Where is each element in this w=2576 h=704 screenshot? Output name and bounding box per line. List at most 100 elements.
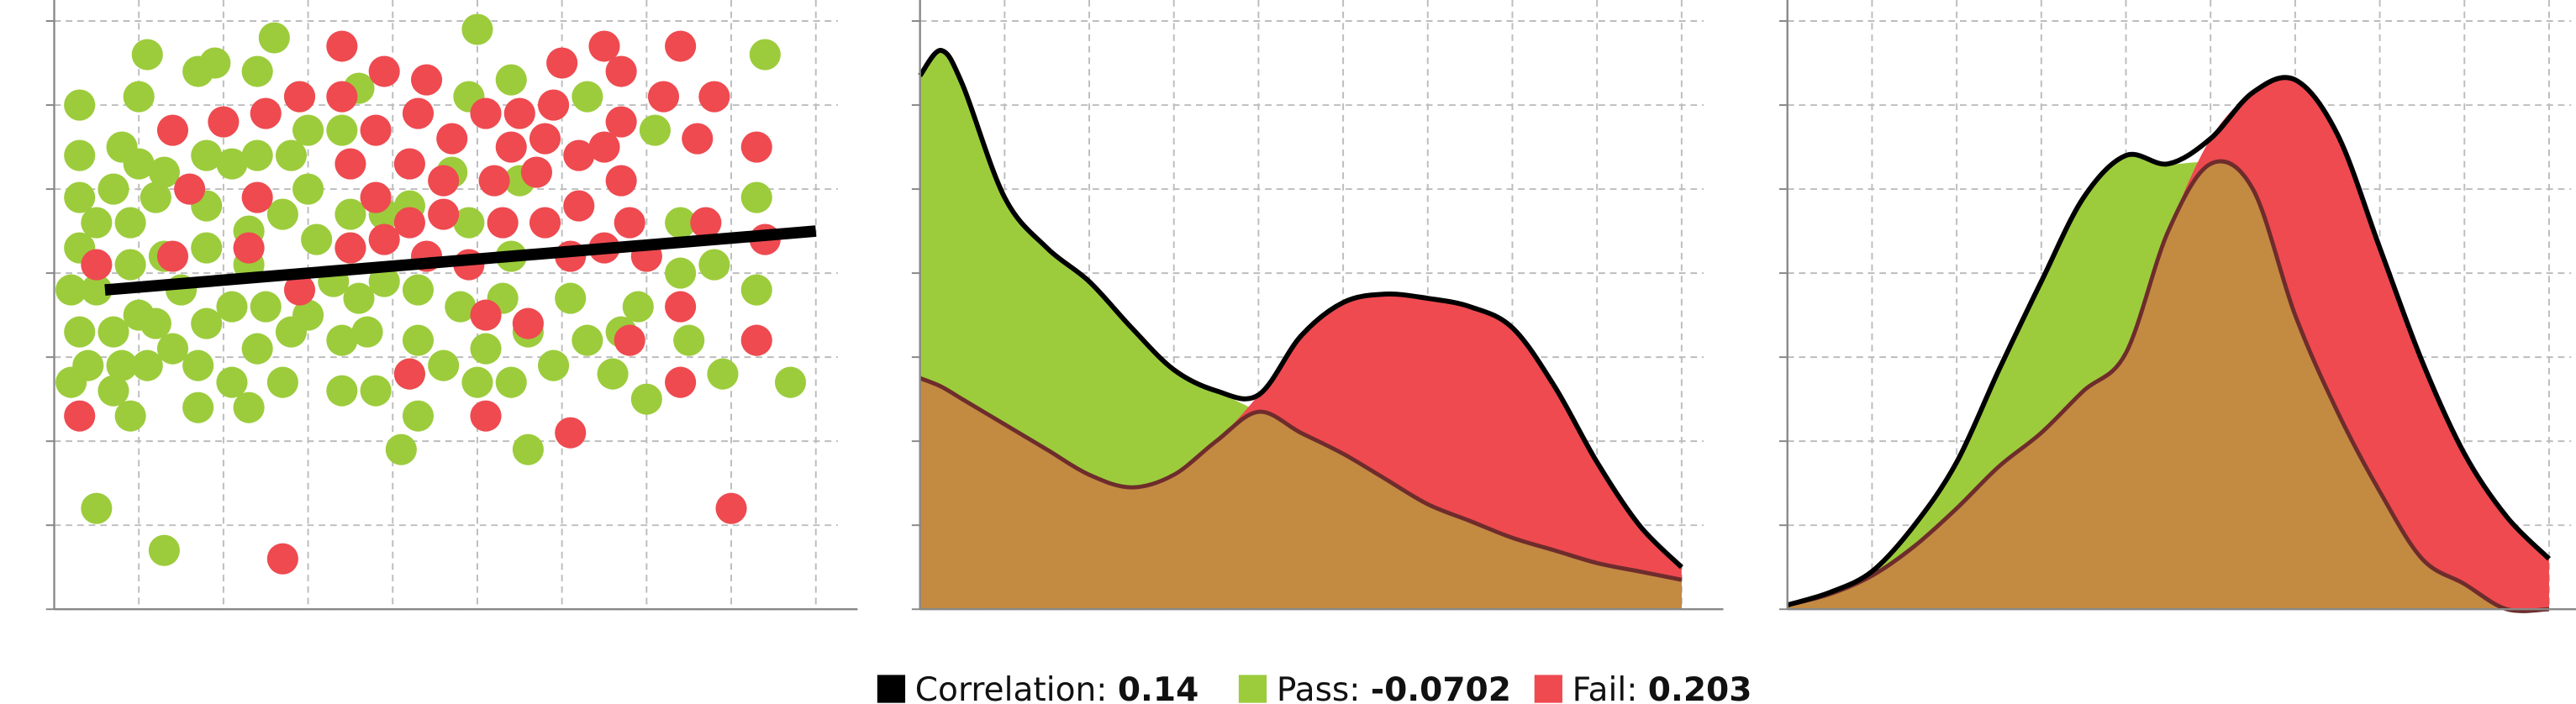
point [351,316,383,348]
point [335,232,366,264]
legend-swatch [877,675,906,703]
overlap-area [919,378,1682,610]
legend-swatch [1238,675,1267,703]
legend-swatch [1534,675,1562,703]
point [495,131,527,163]
point [572,324,603,356]
lower-outline [1787,159,2550,613]
point [665,30,697,62]
point [258,22,290,54]
point [140,181,171,213]
point [495,64,527,96]
point [428,198,460,230]
point [360,114,392,146]
point [698,249,730,281]
point [360,375,392,407]
point [55,274,87,306]
point [402,97,435,129]
point [326,30,358,62]
point [749,39,781,71]
point [368,265,400,297]
point [241,333,273,365]
point [266,198,298,230]
point [156,240,189,272]
point [774,366,807,398]
legend-label: Correlation: [915,670,1108,704]
point [335,198,366,230]
point [605,106,637,138]
point [114,207,146,239]
point [368,223,400,255]
point [81,207,113,239]
point [140,307,171,339]
point [393,148,425,180]
point [428,349,460,381]
point [106,349,138,381]
point [64,139,96,171]
overlap-area [1787,161,2549,612]
point [233,391,265,423]
point [64,316,96,348]
point [740,274,772,306]
point [605,55,637,87]
point [72,349,104,381]
point [740,181,772,213]
point [241,181,273,213]
point [114,249,146,281]
point [520,156,553,188]
point [555,417,587,449]
point [402,400,435,432]
point [495,366,527,398]
point [216,148,248,180]
point [436,123,468,155]
point [156,333,189,365]
legend-value: 0.203 [1648,670,1752,704]
legend-label: Fail: [1572,670,1638,704]
point [410,64,443,96]
point [647,81,680,113]
point [402,324,435,356]
point [123,81,155,113]
point [503,97,535,129]
point [241,139,273,171]
point [275,316,308,348]
point [326,324,358,356]
legend-value: 0.14 [1118,670,1198,704]
point [182,349,214,381]
point [529,207,561,239]
point [393,207,425,239]
point [97,375,129,407]
point [368,55,400,87]
point [81,249,113,281]
point [191,232,223,264]
legend-value: -0.0702 [1371,670,1511,704]
point [250,97,282,129]
point [114,400,146,432]
point [461,13,493,45]
point [707,358,739,390]
point [326,114,358,146]
point [512,307,544,339]
point [512,433,544,465]
point [301,223,333,255]
point [740,324,772,356]
point [266,543,298,575]
point [546,47,578,79]
point [343,282,375,314]
point [326,375,358,407]
point [529,123,561,155]
point [275,139,308,171]
point [97,316,129,348]
point [283,81,316,113]
chart [1778,0,2576,613]
point [673,324,705,356]
point [698,81,730,113]
legend-text: Fail: 0.203 [1572,670,1752,704]
point [233,232,265,264]
point [715,492,747,524]
point [538,89,570,121]
point [148,156,180,188]
upper-outline [918,48,1683,570]
point [478,165,510,197]
